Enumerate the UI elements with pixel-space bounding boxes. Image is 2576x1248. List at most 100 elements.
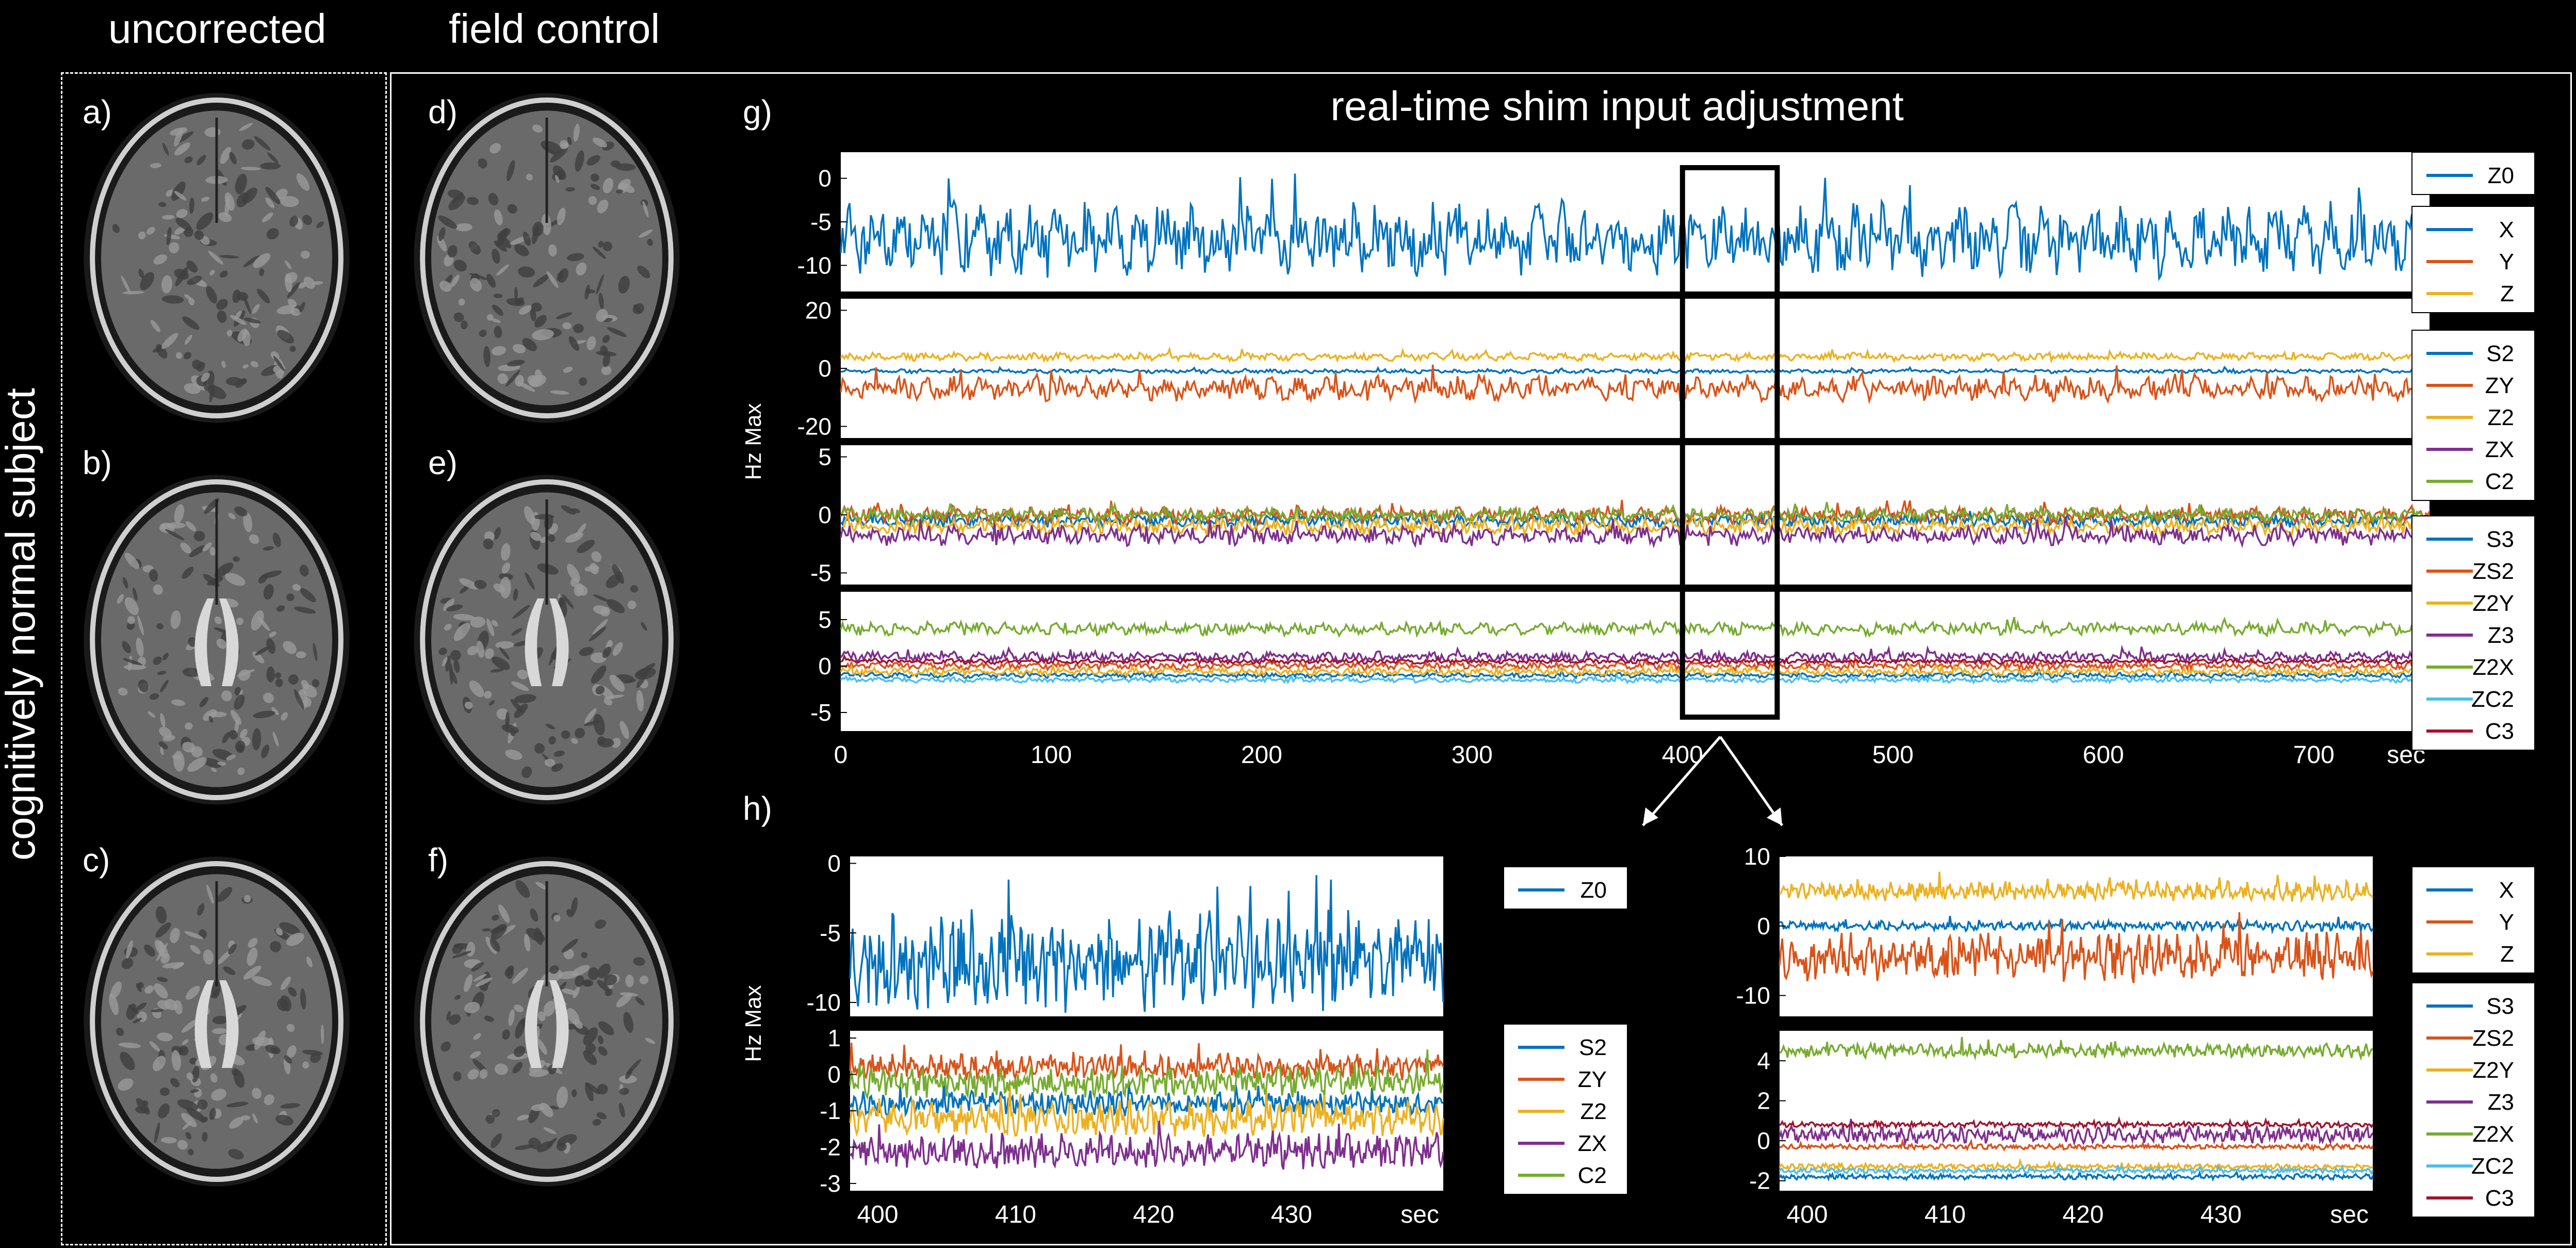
gyrus-texture xyxy=(300,588,316,603)
gyrus-texture xyxy=(619,1088,629,1095)
field-control-header: field control xyxy=(449,6,660,52)
gyrus-texture xyxy=(217,761,226,766)
gyrus-texture xyxy=(618,1103,625,1118)
gyrus-texture xyxy=(153,656,162,665)
gyrus-texture xyxy=(275,1114,294,1126)
panel-label-g: g) xyxy=(743,93,772,131)
gyrus-texture xyxy=(165,529,185,541)
gyrus-texture xyxy=(270,351,280,360)
legend-box xyxy=(1503,866,1628,910)
gyrus-texture xyxy=(499,577,511,598)
gyrus-texture xyxy=(594,919,607,929)
gyrus-texture xyxy=(135,1106,149,1114)
skull-ring xyxy=(90,98,344,418)
gyrus-texture xyxy=(286,1024,295,1032)
gyrus-texture xyxy=(601,365,612,376)
legend-label-s2: S2 xyxy=(2486,341,2514,366)
legend-box xyxy=(2411,206,2535,313)
x-tick-label: 400 xyxy=(857,1201,898,1228)
gyrus-texture xyxy=(154,939,168,958)
gyrus-texture xyxy=(320,1024,324,1044)
gyrus-texture xyxy=(149,1041,160,1051)
gyrus-texture xyxy=(191,1065,200,1083)
ventricle-right xyxy=(549,598,569,686)
gyrus-texture xyxy=(566,909,574,918)
brain-tissue xyxy=(431,492,662,787)
legend-label-y: Y xyxy=(2499,249,2514,274)
gyrus-texture xyxy=(271,707,279,716)
gyrus-texture xyxy=(636,690,644,712)
gyrus-texture xyxy=(479,329,487,337)
gyrus-texture xyxy=(618,275,630,294)
gyrus-texture xyxy=(532,329,554,341)
gyrus-texture xyxy=(299,564,309,577)
gyrus-texture xyxy=(574,1019,583,1029)
gyrus-texture xyxy=(162,653,169,660)
gyrus-texture xyxy=(619,992,638,997)
gyrus-texture xyxy=(262,212,273,222)
gyrus-texture xyxy=(171,181,186,201)
legend-label-zx: ZX xyxy=(2485,437,2514,462)
gyrus-texture xyxy=(259,268,265,277)
gyrus-texture xyxy=(602,177,614,193)
gyrus-texture xyxy=(548,644,559,666)
gyrus-texture xyxy=(556,1142,567,1151)
gyrus-texture xyxy=(273,356,285,371)
gyrus-texture xyxy=(211,1089,226,1101)
legend-box xyxy=(2411,152,2535,195)
gyrus-texture xyxy=(583,720,601,726)
gyrus-texture xyxy=(512,605,530,619)
skull-ring xyxy=(420,861,674,1182)
y-tick-label: 5 xyxy=(818,606,832,633)
legend-box xyxy=(1503,1024,1628,1195)
gyrus-texture xyxy=(633,304,642,314)
gyrus-texture xyxy=(438,215,458,229)
gyrus-texture xyxy=(161,333,178,349)
gyrus-texture xyxy=(122,577,128,589)
gyrus-texture xyxy=(287,1045,297,1058)
gyrus-texture xyxy=(514,244,529,256)
x-tick-label: 420 xyxy=(1133,1201,1174,1228)
gyrus-texture xyxy=(252,304,260,314)
gyrus-texture xyxy=(470,617,485,628)
gyrus-texture xyxy=(286,933,304,946)
brain-tissue xyxy=(431,874,662,1169)
gyrus-texture xyxy=(441,1041,451,1052)
gyrus-texture xyxy=(254,136,271,151)
gyrus-texture xyxy=(296,651,306,658)
gyrus-texture xyxy=(177,1140,188,1150)
gyrus-texture xyxy=(492,249,500,264)
brain-image-d xyxy=(402,83,691,433)
gyrus-texture xyxy=(615,163,636,171)
gyrus-texture xyxy=(473,1033,481,1040)
gyrus-texture xyxy=(469,680,484,698)
gyrus-texture xyxy=(446,604,463,611)
gyrus-texture xyxy=(236,618,244,625)
series-line-s3 xyxy=(1779,1170,2374,1182)
gyrus-texture xyxy=(303,697,312,707)
gyrus-texture xyxy=(568,336,579,351)
gyrus-texture xyxy=(211,767,217,772)
gyrus-texture xyxy=(534,315,547,328)
ventricle-right xyxy=(219,980,239,1068)
gyrus-texture xyxy=(221,361,226,368)
gyrus-texture xyxy=(541,214,551,235)
gyrus-texture xyxy=(452,943,463,954)
gyrus-texture xyxy=(597,1035,604,1045)
gyrus-texture xyxy=(127,616,136,624)
gyrus-texture xyxy=(630,585,639,593)
gyrus-texture xyxy=(604,974,617,986)
gyrus-texture xyxy=(529,375,546,387)
gyrus-texture xyxy=(561,730,570,739)
gyrus-texture xyxy=(299,302,305,313)
gyrus-texture xyxy=(586,155,600,166)
gyrus-texture xyxy=(592,1119,601,1126)
gyrus-texture xyxy=(150,319,160,332)
gyrus-texture xyxy=(532,124,543,133)
gyrus-texture xyxy=(508,1009,515,1026)
gyrus-texture xyxy=(199,697,208,707)
gyrus-texture xyxy=(222,732,230,743)
panel-label-b: b) xyxy=(83,444,112,481)
gyrus-texture xyxy=(534,743,545,754)
gyrus-texture xyxy=(180,542,191,554)
